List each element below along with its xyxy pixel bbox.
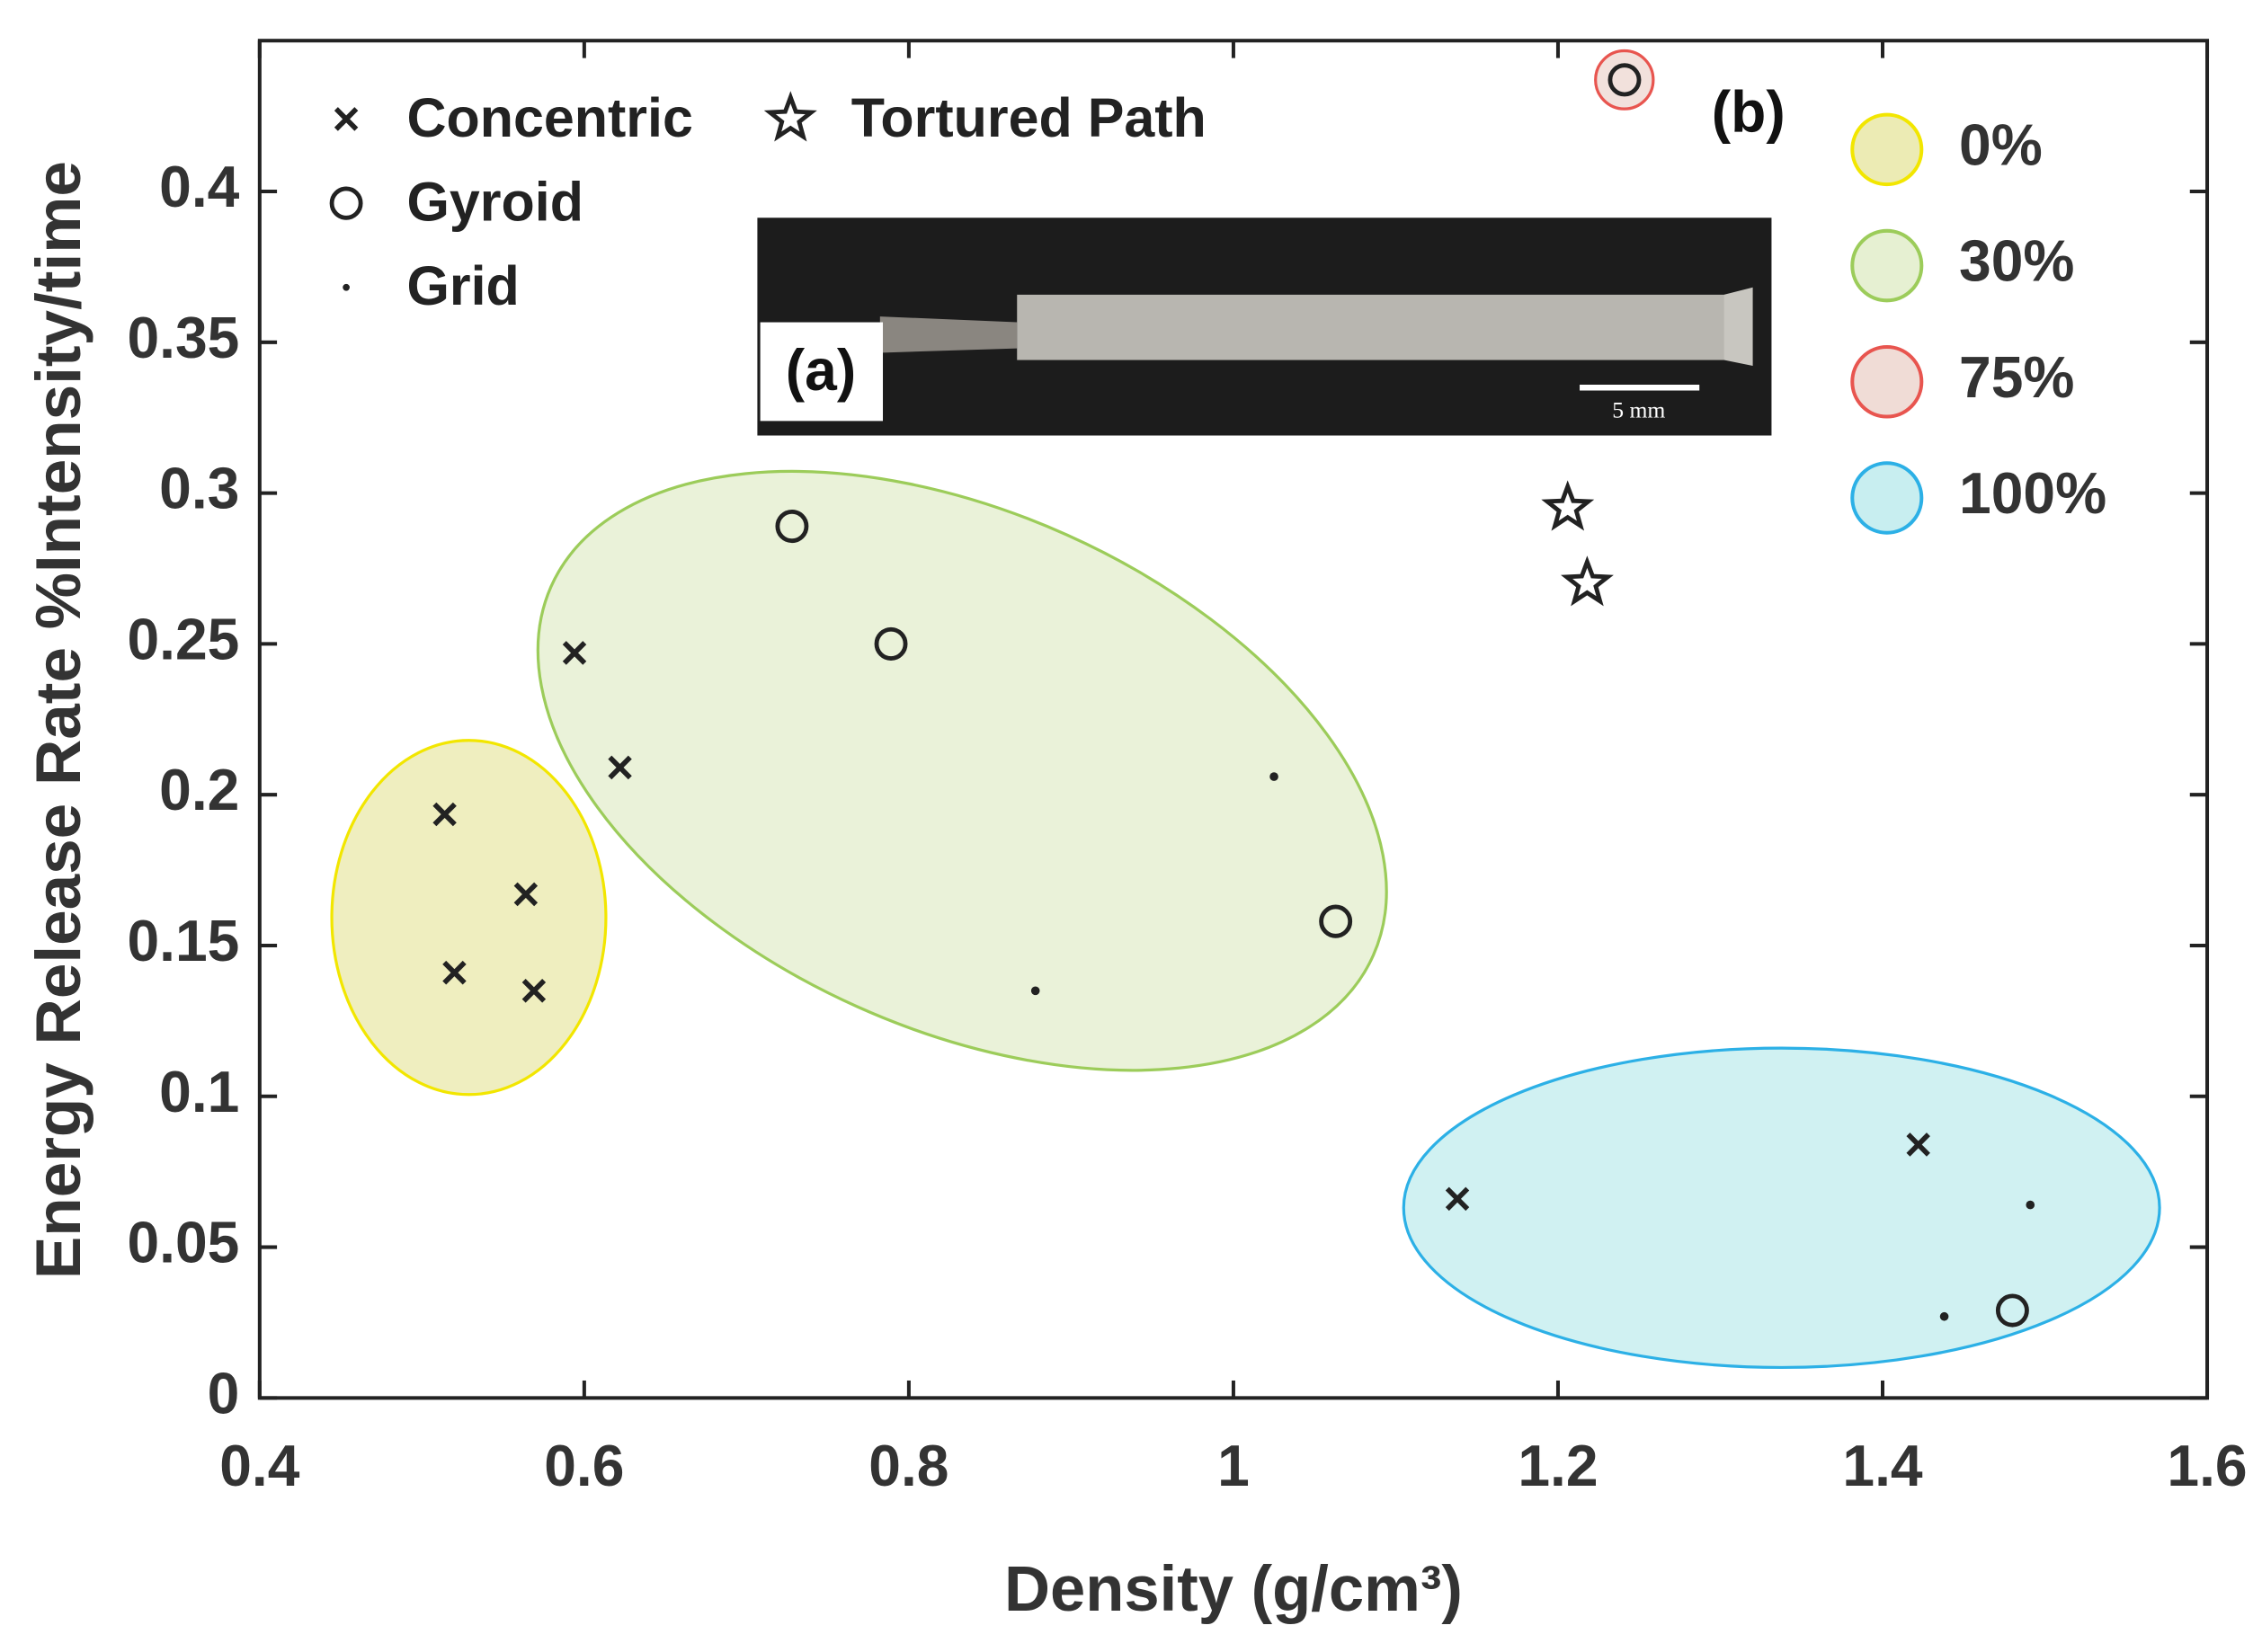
legend-label: 0% bbox=[1959, 112, 2043, 177]
legend-swatch bbox=[1850, 228, 1924, 303]
scale-bar-label: 5 mm bbox=[1612, 397, 1665, 423]
legend-swatch bbox=[1850, 112, 1924, 187]
y-tick-label: 0.2 bbox=[159, 758, 239, 822]
inset-photo: (a) 5 mm bbox=[757, 218, 1772, 436]
marker-x bbox=[1906, 1132, 1930, 1157]
marker-circle bbox=[874, 626, 908, 661]
x-tick-label: 1.4 bbox=[1842, 1434, 1922, 1498]
legend-label: Gyroid bbox=[406, 171, 583, 232]
group-region bbox=[1402, 1046, 2161, 1370]
x-tick-label: 0.4 bbox=[219, 1434, 299, 1498]
photo-sample-end bbox=[1723, 287, 1753, 367]
legend-label: 75% bbox=[1959, 345, 2074, 410]
photo-sample bbox=[1017, 294, 1724, 360]
legend-marker bbox=[343, 283, 350, 291]
y-tick-label: 0.35 bbox=[127, 306, 239, 370]
label-box bbox=[760, 322, 884, 422]
marker-x bbox=[562, 641, 587, 665]
marker-circle bbox=[775, 509, 809, 544]
y-tick-label: 0.25 bbox=[127, 607, 239, 671]
group-region bbox=[330, 739, 608, 1097]
legend-marker bbox=[334, 107, 359, 131]
y-axis-title: Energy Release Rate %Intensity/time bbox=[23, 161, 94, 1279]
x-axis-title: Density (g/cm³) bbox=[1004, 1554, 1463, 1625]
marker-x bbox=[1445, 1186, 1470, 1212]
y-tick-label: 0 bbox=[208, 1361, 240, 1426]
group-regions bbox=[330, 49, 2161, 1370]
marker-circle bbox=[1995, 1293, 2029, 1328]
marker-star bbox=[1541, 480, 1595, 531]
y-tick-label: 0.05 bbox=[127, 1210, 239, 1275]
marker-circle bbox=[1319, 904, 1353, 938]
legend-label: Grid bbox=[406, 255, 519, 316]
marker-x bbox=[432, 802, 457, 827]
marker-dot bbox=[1269, 772, 1278, 781]
marker-star bbox=[1561, 555, 1614, 607]
marker-dot bbox=[1030, 986, 1040, 996]
legend-label: Tortured Path bbox=[851, 87, 1207, 148]
panel-label-a: (a) bbox=[786, 338, 856, 403]
legend-marker bbox=[329, 186, 363, 220]
y-tick-label: 0.3 bbox=[159, 456, 239, 520]
legend-label: 100% bbox=[1959, 461, 2106, 526]
marker-dot bbox=[2026, 1200, 2035, 1210]
y-tick-label: 0.15 bbox=[127, 909, 239, 973]
marker-x bbox=[521, 979, 547, 1003]
x-tick-label: 0.6 bbox=[544, 1434, 624, 1498]
photo-wire bbox=[879, 316, 1018, 353]
x-tick-label: 1.6 bbox=[2167, 1434, 2247, 1498]
legend-swatch bbox=[1850, 461, 1924, 535]
group-region bbox=[1594, 49, 1655, 111]
legend-marker bbox=[763, 91, 817, 142]
marker-x bbox=[513, 882, 539, 907]
x-tick-label: 1.2 bbox=[1518, 1434, 1598, 1498]
marker-x bbox=[442, 960, 467, 985]
marker-dot bbox=[1939, 1311, 1949, 1321]
legend-label: Concentric bbox=[406, 87, 692, 148]
marker-x bbox=[608, 755, 632, 780]
panel-label-b: (b) bbox=[1712, 79, 1786, 144]
group-region bbox=[536, 469, 1388, 1072]
y-tick-label: 0.4 bbox=[159, 155, 239, 219]
x-tick-label: 0.8 bbox=[868, 1434, 948, 1498]
legend-swatch bbox=[1850, 344, 1924, 419]
x-tick-label: 1 bbox=[1217, 1434, 1250, 1498]
marker-circle bbox=[1607, 63, 1642, 97]
y-tick-label: 0.1 bbox=[159, 1060, 239, 1124]
legend-label: 30% bbox=[1959, 228, 2074, 293]
